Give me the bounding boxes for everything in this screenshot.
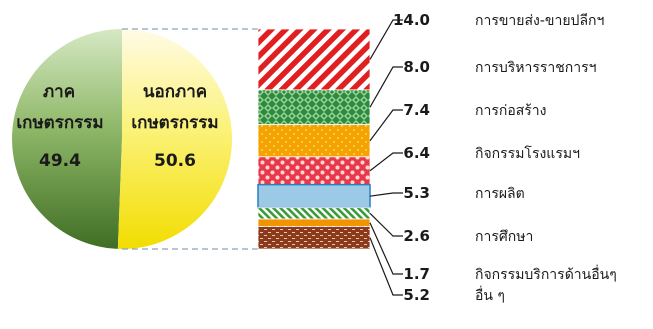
stacked-bar <box>257 28 371 250</box>
bar-segment-2 <box>257 124 371 158</box>
bar-value-label-6: 1.7 <box>403 265 430 283</box>
pie-slice-non-agriculture <box>117 29 232 250</box>
bar-category-label-1: การบริหารราชการฯ <box>475 60 596 76</box>
bar-value-label-5: 2.6 <box>403 227 430 245</box>
leader-line-5 <box>369 212 403 237</box>
pie-label-nonagri-line2: เกษตรกรรม <box>131 113 218 133</box>
leader-lines <box>369 19 403 296</box>
bar-category-label-5: การศึกษา <box>475 229 533 245</box>
bar-value-label-4: 5.3 <box>403 184 430 202</box>
leader-line-6 <box>369 222 403 275</box>
bar-category-label-0: การขายส่ง-ขายปลีกฯ <box>475 13 604 29</box>
leader-line-0 <box>369 19 403 60</box>
bar-segment-1 <box>257 89 371 126</box>
bar-segment-7 <box>257 225 371 250</box>
bar-value-label-1: 8.0 <box>403 58 430 76</box>
bar-category-label-4: การผลิต <box>475 186 525 202</box>
bar-segment-3 <box>257 156 371 186</box>
bar-category-label-6: กิจกรรมบริการด้านอื่นๆ <box>475 265 617 283</box>
pie-label-agri-line1: ภาค <box>43 82 75 102</box>
bar-segment-5 <box>257 207 371 220</box>
leader-line-7 <box>369 237 403 296</box>
pie-value-agri: 49.4 <box>39 151 81 171</box>
leader-line-1 <box>369 66 403 108</box>
bar-category-label-7: อื่น ๆ <box>475 286 505 304</box>
pie-value-nonagri: 50.6 <box>154 151 196 171</box>
bar-value-label-2: 7.4 <box>403 101 430 119</box>
pie-label-nonagri-line1: นอกภาค <box>143 82 207 102</box>
bar-value-label-0: 14.0 <box>393 11 430 29</box>
leader-line-2 <box>369 109 403 142</box>
pie-chart: ภาค เกษตรกรรม 49.4 นอกภาค เกษตรกรรม 50.6 <box>11 29 232 250</box>
bar-category-label-2: การก่อสร้าง <box>475 103 547 119</box>
leader-line-4 <box>369 192 403 197</box>
bar-category-label-3: กิจกรรมโรงแรมฯ <box>475 145 580 162</box>
bar-segment-0 <box>257 28 371 91</box>
category-labels: การขายส่ง-ขายปลีกฯการบริหารราชการฯการก่อ… <box>475 13 617 304</box>
bar-segment-4 <box>257 183 371 209</box>
value-labels: 14.0 8.0 7.4 6.4 5.3 2.6 1.7 5.2 <box>393 11 430 304</box>
bar-value-label-3: 6.4 <box>403 144 430 162</box>
pie-label-agri-line2: เกษตรกรรม <box>16 113 103 133</box>
pie-slice-agriculture <box>11 29 123 249</box>
bar-segment-6 <box>257 218 371 227</box>
bar-value-label-7: 5.2 <box>403 286 430 304</box>
leader-line-3 <box>369 152 403 172</box>
